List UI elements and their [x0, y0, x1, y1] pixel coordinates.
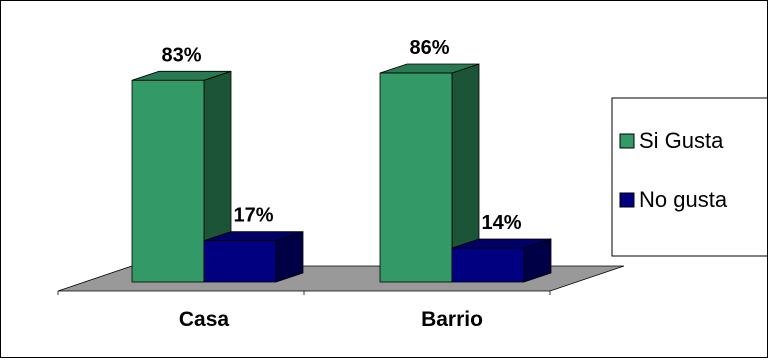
bar-no-gusta-casa — [203, 231, 304, 283]
bar-front-face — [451, 247, 525, 283]
bar-front-face — [379, 72, 453, 283]
bar-si-gusta-barrio — [379, 63, 480, 283]
category-label: Barrio — [421, 308, 483, 331]
bar-front-face — [203, 240, 277, 283]
category-label: Casa — [179, 308, 230, 331]
bar-no-gusta-barrio — [451, 238, 552, 283]
legend-label: No gusta — [639, 187, 728, 212]
data-label: 14% — [481, 212, 521, 234]
bar-front-face — [131, 79, 205, 283]
data-label: 86% — [409, 37, 449, 59]
legend-box — [611, 97, 768, 257]
legend-swatch — [619, 192, 635, 208]
legend-swatch — [619, 133, 635, 149]
legend-label: Si Gusta — [639, 128, 724, 153]
bar-si-gusta-casa — [131, 70, 232, 283]
data-label: 17% — [233, 205, 273, 227]
data-label: 83% — [161, 44, 201, 66]
